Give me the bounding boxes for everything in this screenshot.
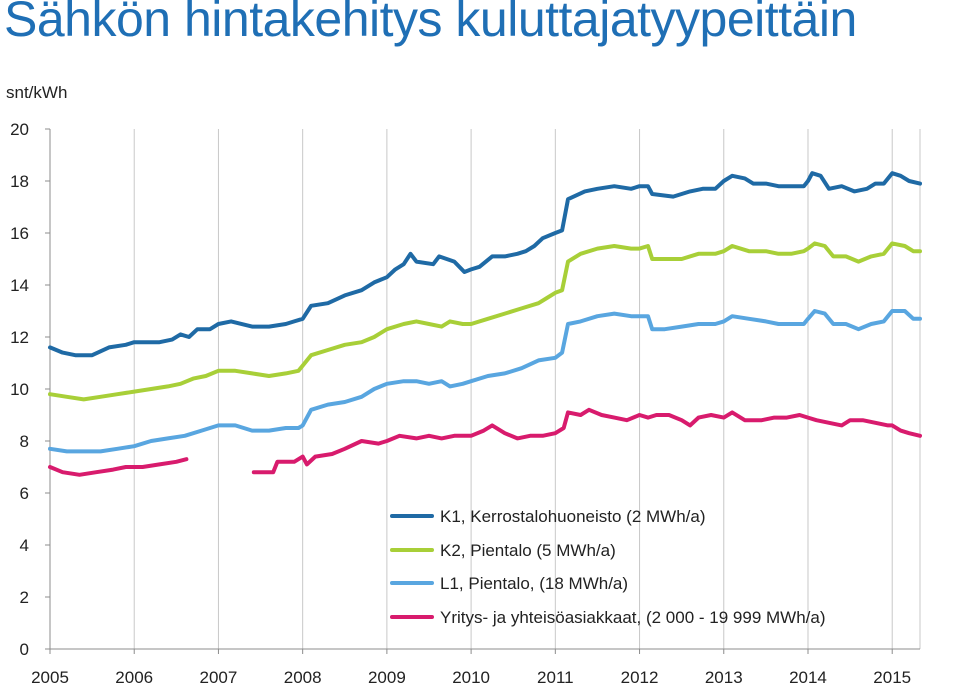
- legend-label: K1, Kerrostalohuoneisto (2 MWh/a): [440, 507, 706, 526]
- series-line-4: [48, 407, 922, 477]
- x-tick-label: 2007: [200, 668, 238, 687]
- x-axis-ticks: 2005 2006 2007 2008 2009 2010 2011 2012 2013 2014…: [31, 649, 911, 687]
- x-tick-label: 2006: [115, 668, 153, 687]
- series-line-3: [48, 309, 922, 454]
- y-axis-label: snt/kWh: [6, 83, 67, 102]
- x-tick-label: 2010: [452, 668, 490, 687]
- series-line-2: [48, 241, 922, 402]
- legend: K1, Kerrostalohuoneisto (2 MWh/a) K2, Pie…: [390, 507, 826, 627]
- y-tick-label: 4: [20, 536, 29, 555]
- x-tick-label: 2012: [621, 668, 659, 687]
- y-tick-label: 2: [20, 588, 29, 607]
- x-tick-label: 2009: [368, 668, 406, 687]
- legend-label: K2, Pientalo (5 MWh/a): [440, 541, 616, 560]
- y-tick-label: 16: [10, 224, 29, 243]
- y-tick-label: 0: [20, 640, 29, 659]
- legend-label: L1, Pientalo, (18 MWh/a): [440, 574, 628, 593]
- x-tick-label: 2014: [789, 668, 827, 687]
- x-tick-label: 2011: [537, 668, 574, 687]
- y-tick-label: 8: [20, 432, 29, 451]
- series-line-1: [48, 171, 922, 358]
- y-tick-label: 10: [10, 380, 29, 399]
- x-tick-label: 2013: [705, 668, 743, 687]
- axes: [49, 129, 920, 650]
- y-axis-ticks: 0 2 4 6 8 10 12 14 16 18 20: [10, 120, 50, 659]
- chart-title: Sähkön hintakehitys kuluttajatyypeittäin: [4, 0, 857, 47]
- y-tick-label: 18: [10, 172, 29, 191]
- y-tick-label: 14: [10, 276, 29, 295]
- y-tick-label: 6: [20, 484, 29, 503]
- grid-lines: [49, 129, 921, 649]
- x-tick-label: 2005: [31, 668, 69, 687]
- x-tick-label: 2015: [873, 668, 911, 687]
- x-tick-label: 2008: [284, 668, 322, 687]
- series-lines: [48, 171, 922, 477]
- legend-label: Yritys- ja yhteisöasiakkaat, (2 000 - 19…: [440, 608, 826, 627]
- y-tick-label: 20: [10, 120, 29, 139]
- y-tick-label: 12: [10, 328, 29, 347]
